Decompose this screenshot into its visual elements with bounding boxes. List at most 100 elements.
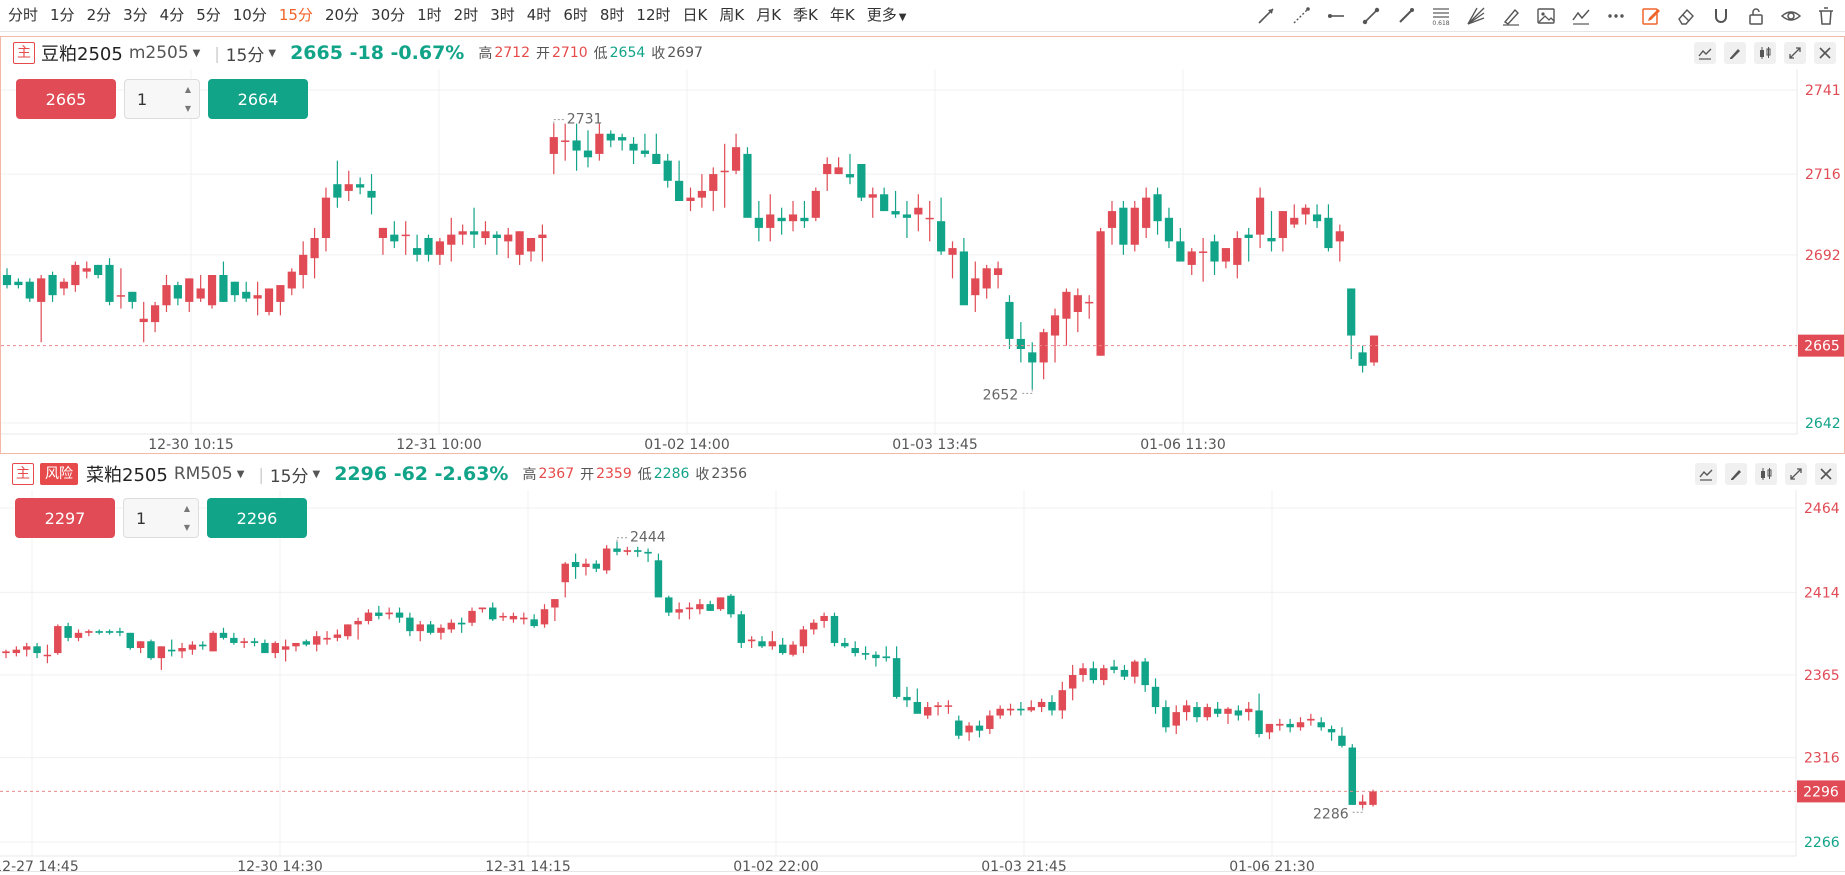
- period-9[interactable]: 20分: [324, 6, 360, 24]
- period-1[interactable]: 分时: [8, 6, 39, 24]
- period-16[interactable]: 8时: [599, 6, 625, 24]
- candle: [333, 160, 342, 208]
- buy-button[interactable]: 2296: [207, 498, 307, 538]
- period-19[interactable]: 周K: [719, 6, 745, 24]
- chevron-down-icon[interactable]: ▼: [268, 47, 277, 59]
- period-20[interactable]: 月K: [756, 6, 782, 24]
- candle: [250, 637, 259, 647]
- candle-body: [768, 641, 777, 647]
- close-icon[interactable]: [1815, 463, 1837, 485]
- close-icon[interactable]: [1814, 42, 1836, 64]
- period-4[interactable]: 3分: [123, 6, 148, 24]
- period-12[interactable]: 2时: [453, 6, 479, 24]
- period-13[interactable]: 3时: [490, 6, 515, 24]
- high-value: 2712: [494, 45, 530, 61]
- candle-body: [696, 604, 704, 610]
- symbol-name[interactable]: 菜粕2505: [86, 465, 168, 486]
- period-15[interactable]: 6时: [563, 6, 588, 24]
- period-23[interactable]: 更多 ▼: [866, 6, 907, 24]
- eraser-icon[interactable]: [1673, 3, 1699, 29]
- candlestick-chart-m2505[interactable]: 2731 2652 2665 2741 2716 2692 2642 12-30 10:15 1…: [1, 37, 1844, 453]
- quantity-stepper[interactable]: 1 ▲ ▼: [124, 79, 200, 119]
- chart-panel-m2505: 2731 2652 2665 2741 2716 2692 2642 12-30 10:15 1…: [0, 36, 1845, 454]
- candle-style-icon[interactable]: [1754, 42, 1776, 64]
- brush-icon[interactable]: [1498, 3, 1524, 29]
- chevron-down-icon[interactable]: ▼: [192, 47, 201, 59]
- candle-body: [592, 563, 601, 569]
- segment-line-icon[interactable]: [1358, 3, 1384, 29]
- period-8[interactable]: 15分: [278, 6, 313, 24]
- period-selector[interactable]: 15分: [269, 466, 309, 487]
- candle: [1182, 700, 1191, 721]
- period-18[interactable]: 日K: [682, 6, 708, 24]
- decrement-icon[interactable]: ▼: [184, 104, 191, 113]
- candle-body: [663, 160, 672, 181]
- quantity-stepper[interactable]: 1 ▲ ▼: [123, 498, 199, 538]
- candle-body: [1324, 217, 1333, 249]
- candle-body: [157, 646, 166, 659]
- pen-line-icon[interactable]: [1393, 3, 1419, 29]
- lock-icon[interactable]: [1743, 3, 1769, 29]
- fan-lines-icon[interactable]: [1463, 3, 1489, 29]
- increment-icon[interactable]: ▲: [184, 85, 191, 94]
- period-7[interactable]: 10分: [232, 6, 267, 24]
- ray-line-icon[interactable]: [1288, 3, 1314, 29]
- period-17[interactable]: 12时: [636, 6, 671, 24]
- indicator-icon[interactable]: [1695, 463, 1717, 485]
- candle: [530, 614, 538, 628]
- increment-icon[interactable]: ▲: [183, 504, 190, 513]
- symbol-code[interactable]: m2505: [128, 43, 189, 63]
- buy-button[interactable]: 2664: [208, 79, 308, 119]
- candle: [447, 619, 456, 633]
- candle-body: [167, 649, 176, 652]
- candle: [1187, 248, 1196, 275]
- more-tools-icon[interactable]: [1603, 3, 1629, 29]
- period-14[interactable]: 4时: [526, 6, 552, 24]
- period-11[interactable]: 1时: [417, 6, 442, 24]
- chevron-down-icon: ▼: [898, 12, 907, 23]
- period-selector[interactable]: 15分: [225, 45, 265, 66]
- sell-button[interactable]: 2665: [16, 79, 116, 119]
- symbol-name[interactable]: 豆粕2505: [41, 44, 123, 65]
- candle: [1028, 342, 1037, 390]
- period-22[interactable]: 年K: [829, 6, 855, 24]
- horizontal-line-icon[interactable]: [1323, 3, 1349, 29]
- trend-line-icon[interactable]: [1253, 3, 1279, 29]
- trash-icon[interactable]: [1813, 3, 1839, 29]
- edit-note-icon[interactable]: [1638, 3, 1664, 29]
- period-5[interactable]: 4分: [159, 6, 185, 24]
- candle-body: [934, 705, 942, 708]
- image-icon[interactable]: [1533, 3, 1559, 29]
- magnet-icon[interactable]: [1708, 3, 1734, 29]
- fibonacci-icon[interactable]: 0.618: [1428, 3, 1454, 29]
- candle: [457, 617, 466, 633]
- period-10[interactable]: 30分: [371, 6, 406, 24]
- candle: [1100, 664, 1108, 686]
- sell-button[interactable]: 2297: [15, 498, 115, 538]
- period-6[interactable]: 5分: [196, 6, 221, 24]
- candle-body: [364, 612, 373, 622]
- period-21[interactable]: 季K: [793, 6, 818, 24]
- candle-style-icon[interactable]: [1755, 463, 1777, 485]
- candle: [1224, 707, 1232, 724]
- draw-icon[interactable]: [1724, 42, 1746, 64]
- candle: [364, 609, 373, 625]
- last-price-value: 2665: [290, 42, 343, 64]
- period-2[interactable]: 1分: [50, 6, 75, 24]
- symbol-code[interactable]: RM505: [173, 464, 233, 484]
- draw-icon[interactable]: [1725, 463, 1747, 485]
- decrement-icon[interactable]: ▼: [183, 523, 190, 532]
- indicator-line-icon[interactable]: [1568, 3, 1594, 29]
- chevron-down-icon[interactable]: ▼: [236, 468, 245, 480]
- eye-icon[interactable]: [1778, 3, 1804, 29]
- maximize-icon[interactable]: [1784, 42, 1806, 64]
- period-3[interactable]: 2分: [86, 6, 112, 24]
- low-label: 低: [593, 46, 608, 62]
- candle-body: [675, 180, 684, 201]
- candle: [754, 201, 763, 242]
- candle: [22, 642, 31, 657]
- candle-body: [64, 626, 72, 638]
- indicator-icon[interactable]: [1694, 42, 1716, 64]
- chevron-down-icon[interactable]: ▼: [312, 468, 321, 480]
- maximize-icon[interactable]: [1785, 463, 1807, 485]
